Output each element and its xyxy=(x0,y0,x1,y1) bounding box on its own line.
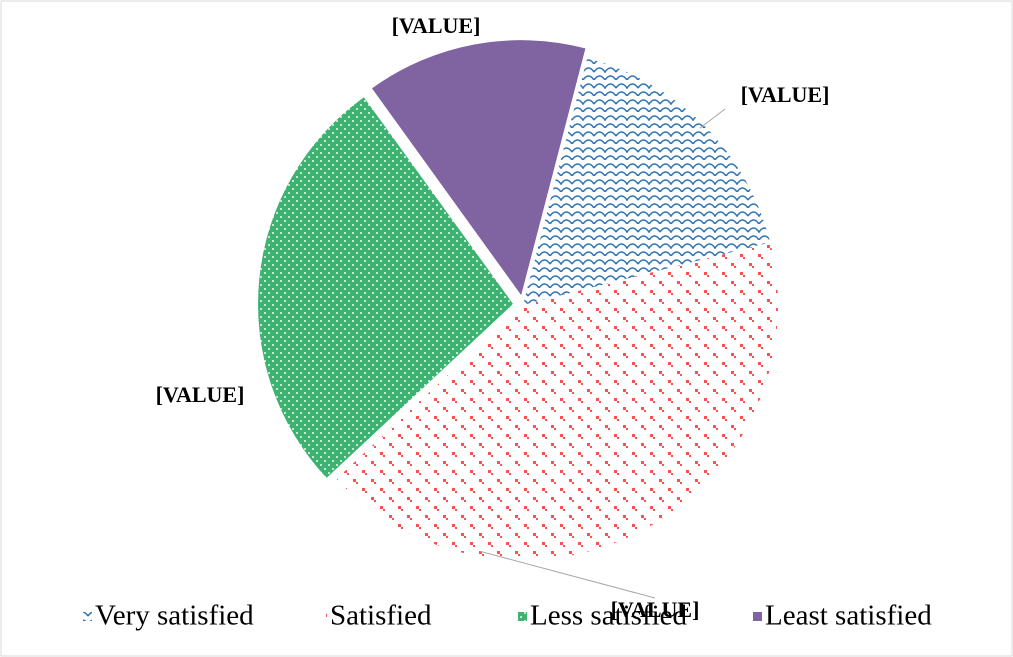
pie-slice xyxy=(336,242,779,561)
legend-swatch xyxy=(753,612,762,621)
pie-slice xyxy=(258,97,514,478)
legend-swatch xyxy=(318,612,327,621)
legend-label: Least satisfied xyxy=(765,600,932,632)
pie-slice xyxy=(523,58,771,305)
pie-slice xyxy=(371,40,586,296)
legend-label: Satisfied xyxy=(330,600,432,632)
data-label: [VALUE] xyxy=(611,597,700,622)
leader-line xyxy=(699,108,726,129)
leader-line xyxy=(479,550,656,599)
data-label: [VALUE] xyxy=(156,382,245,407)
legend-label: Less satisfied xyxy=(530,600,688,632)
data-label: [VALUE] xyxy=(741,82,830,107)
legend-swatch xyxy=(518,612,527,621)
data-label: [VALUE] xyxy=(392,13,481,38)
legend-swatch xyxy=(83,612,92,621)
legend-label: Very satisfied xyxy=(95,600,254,632)
